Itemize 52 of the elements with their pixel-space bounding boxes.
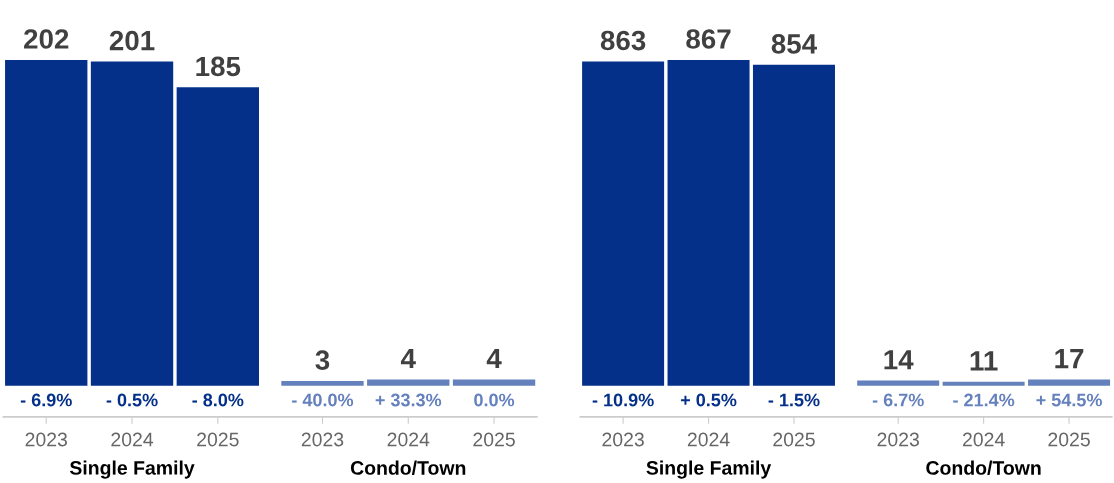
text: - 6.9%	[20, 393, 72, 407]
x-tick-label: 2024	[111, 432, 154, 447]
text: + 0.5%	[680, 393, 737, 407]
x-tick-label: 2023	[301, 432, 344, 447]
text: - 0.5%	[106, 393, 158, 407]
data-label: 14	[884, 350, 914, 370]
x-tick-label: 2025	[473, 432, 515, 447]
text: - 21.4%	[953, 393, 1015, 407]
bar	[857, 380, 940, 386]
bar	[367, 379, 450, 386]
data-label: 185	[196, 56, 241, 77]
data-label: 854	[771, 34, 817, 54]
data-label: 201	[109, 30, 155, 51]
bar	[281, 381, 364, 386]
text: Single Family	[646, 460, 772, 479]
bar	[90, 61, 174, 386]
bar	[942, 381, 1025, 386]
x-tick-label: 2024	[962, 432, 1005, 447]
bar	[176, 87, 259, 386]
data-label: 3	[315, 350, 330, 371]
text: Condo/Town	[350, 460, 466, 476]
x-tick-label: 2024	[387, 432, 430, 447]
bar	[667, 59, 750, 386]
data-label: 11	[970, 351, 998, 371]
x-tick-label: 2023	[602, 432, 644, 447]
data-label: 4	[400, 348, 416, 369]
text: 0.0%	[474, 393, 515, 407]
data-label: 4	[486, 348, 502, 369]
text: - 8.0%	[192, 393, 244, 407]
bar	[752, 64, 835, 386]
text: + 54.5%	[1036, 393, 1102, 407]
text: Condo/Town	[926, 460, 1041, 476]
data-label: 202	[24, 29, 69, 49]
x-tick-label: 2025	[773, 432, 815, 447]
x-tick-label: 2023	[877, 432, 919, 447]
text: + 33.3%	[375, 393, 442, 407]
text: - 40.0%	[292, 393, 354, 407]
text: - 6.7%	[872, 393, 924, 407]
bar	[452, 379, 536, 386]
x-tick-label: 2023	[25, 432, 68, 447]
data-label: 863	[600, 30, 646, 51]
x-tick-label: 2024	[687, 432, 730, 447]
bar	[1028, 379, 1111, 386]
data-label: 867	[686, 29, 731, 49]
data-label: 17	[1055, 349, 1084, 369]
text: Single Family	[69, 460, 195, 479]
text: - 10.9%	[592, 393, 654, 407]
x-tick-label: 2025	[197, 432, 239, 447]
x-tick-label: 2025	[1048, 432, 1090, 447]
text: - 1.5%	[768, 393, 820, 407]
bar	[582, 61, 665, 386]
bar	[5, 59, 88, 386]
